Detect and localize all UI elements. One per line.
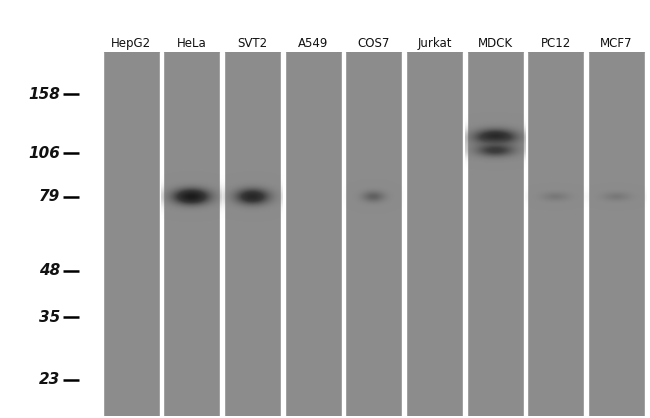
Bar bbox=[645, 52, 647, 416]
Text: SVT2: SVT2 bbox=[237, 37, 268, 50]
Bar bbox=[463, 52, 467, 416]
Bar bbox=[402, 52, 406, 416]
Bar bbox=[342, 52, 345, 416]
Bar bbox=[101, 52, 103, 416]
Text: 79: 79 bbox=[39, 189, 60, 204]
Bar bbox=[220, 52, 224, 416]
Text: 48: 48 bbox=[39, 263, 60, 278]
Text: PC12: PC12 bbox=[541, 37, 571, 50]
Text: 106: 106 bbox=[29, 146, 60, 161]
Bar bbox=[584, 52, 588, 416]
Text: MCF7: MCF7 bbox=[600, 37, 632, 50]
Bar bbox=[160, 52, 163, 416]
Text: 158: 158 bbox=[29, 87, 60, 102]
Text: A549: A549 bbox=[298, 37, 328, 50]
Bar bbox=[281, 52, 285, 416]
Text: 23: 23 bbox=[39, 372, 60, 387]
Text: MDCK: MDCK bbox=[478, 37, 513, 50]
Text: 35: 35 bbox=[39, 310, 60, 325]
Text: COS7: COS7 bbox=[358, 37, 390, 50]
Text: Jurkat: Jurkat bbox=[417, 37, 452, 50]
Text: HepG2: HepG2 bbox=[111, 37, 151, 50]
Bar bbox=[524, 52, 527, 416]
Text: HeLa: HeLa bbox=[177, 37, 207, 50]
